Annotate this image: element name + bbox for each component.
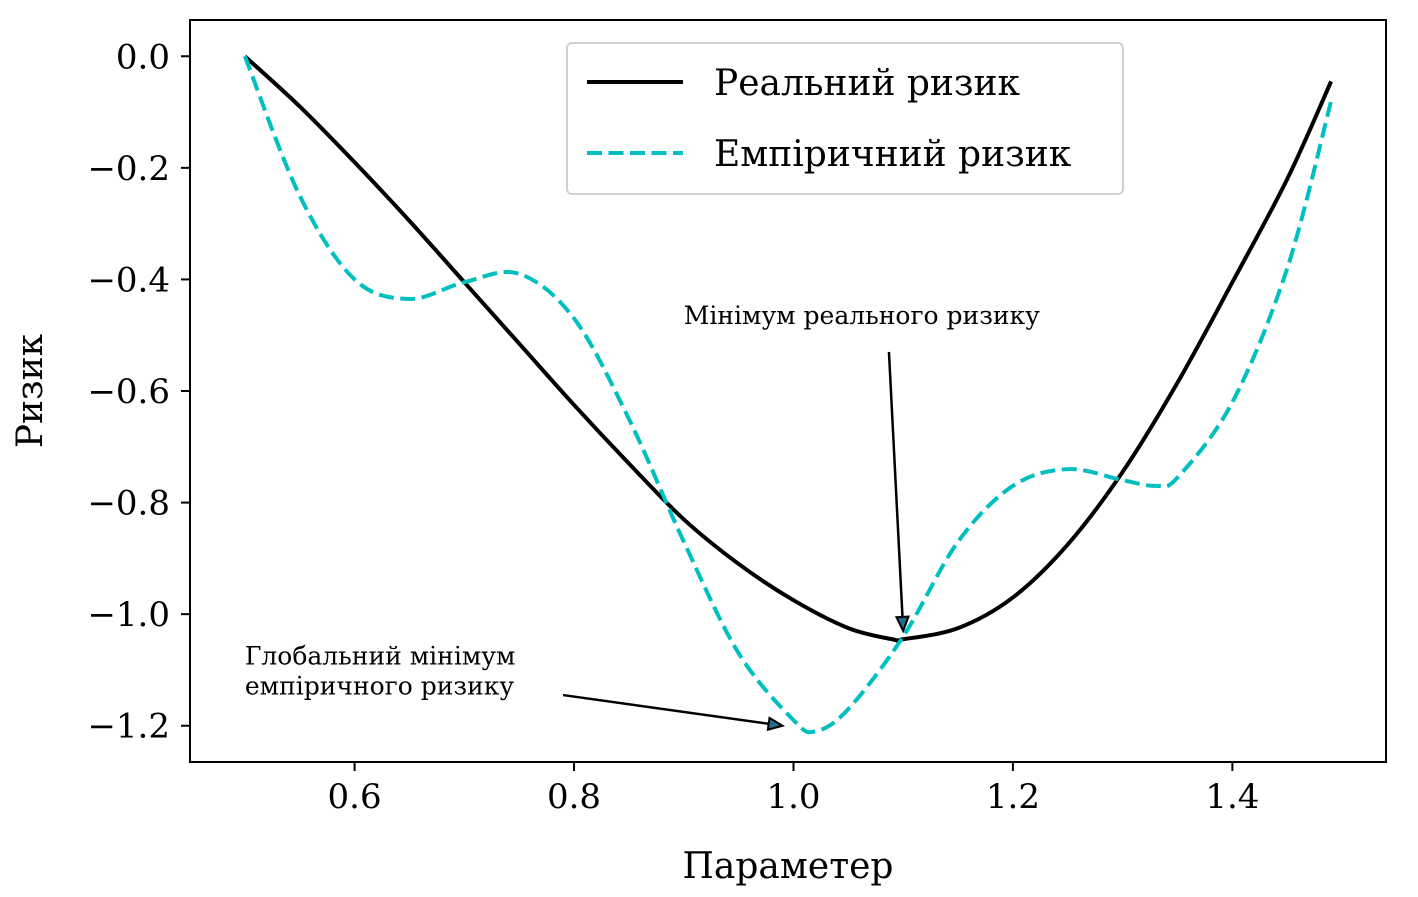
- x-tick-label: 1.4: [1205, 777, 1259, 817]
- series-line-1: [243, 54, 1333, 643]
- legend: Реальний ризик Емпіричний ризик: [566, 42, 1124, 195]
- x-axis-label: Параметер: [683, 846, 894, 887]
- annotation-text-2: Глобальний мінімум: [245, 641, 516, 670]
- x-tick-label: 1.0: [766, 777, 820, 817]
- y-tick-label: 0.0: [116, 37, 170, 77]
- annotation-text-1: Мінімум реального ризику: [684, 301, 1040, 330]
- x-tick-label: 1.2: [986, 777, 1040, 817]
- legend-entry-2: Емпіричний ризик: [714, 134, 1072, 175]
- annotation-arrow-line: [887, 351, 904, 617]
- y-tick-label: −1.2: [87, 707, 170, 747]
- annotation-arrow-head: [894, 615, 910, 634]
- y-tick-label: −0.6: [87, 372, 170, 412]
- y-tick-label: −0.2: [87, 149, 170, 189]
- x-tick-label: 0.6: [328, 777, 382, 817]
- annotations: Мінімум реального ризику Глобальний мінім…: [245, 301, 1040, 732]
- series-line-2: [242, 55, 1334, 735]
- legend-entry-1: Реальний ризик: [714, 63, 1021, 104]
- annotation-arrow-head: [766, 716, 786, 732]
- legend-box: [566, 42, 1124, 195]
- y-tick-label: −0.4: [87, 260, 170, 300]
- y-tick-label: −0.8: [87, 484, 170, 524]
- annotation-arrow-line: [562, 693, 769, 726]
- y-tick-label: −1.0: [87, 595, 170, 635]
- series-lines: [242, 54, 1334, 735]
- y-axis-label: Ризик: [10, 333, 51, 448]
- axis-ticks: 0.6 0.8 1.0 1.2 1.4 0.0 −0.2 −0.4 −0.6 −0.8 −1.0 −1…: [87, 37, 1259, 817]
- x-tick-label: 0.8: [547, 777, 601, 817]
- annotation-text-2: емпіричного ризику: [245, 671, 514, 700]
